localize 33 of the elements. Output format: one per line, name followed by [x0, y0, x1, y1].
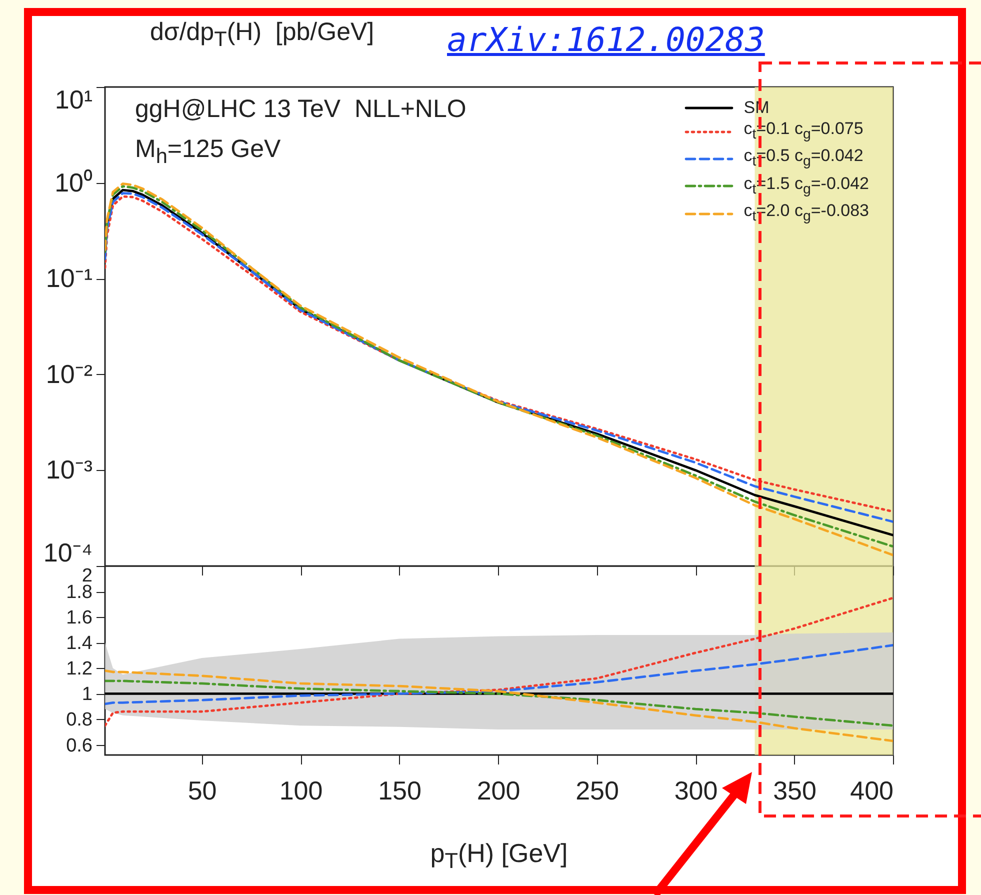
- y-tick-label: 10⁻²: [46, 358, 93, 389]
- x-tick-label: 100: [279, 776, 323, 806]
- x-tick-label: 200: [476, 776, 520, 806]
- line-series: [105, 644, 893, 706]
- annotation: M$_{h}$=125 GeV: [135, 135, 281, 169]
- y-tick-label: 1.6: [66, 608, 92, 629]
- y-tick-label: 1.4: [66, 633, 93, 654]
- y-tick-label: 10⁻⁴: [43, 538, 92, 568]
- x-tick-label: 50: [188, 776, 217, 806]
- y-tick-label: 1.8: [66, 582, 92, 604]
- x-tick-label: 300: [674, 776, 718, 806]
- y-tick-label: 0.8: [66, 710, 92, 731]
- legend-label: c$_{t}$=0.5 c$_{g}$=0.042: [744, 145, 864, 172]
- y-tick-label: 10⁰: [54, 167, 92, 198]
- x-tick-label: 350: [773, 776, 816, 806]
- y-tick-label: 10¹: [54, 84, 93, 114]
- annotation: ggH@LHC 13 TeV NLL+NLO: [135, 95, 466, 124]
- legend-label: c$_{t}$=2.0 c$_{g}$=-0.083: [744, 200, 869, 227]
- legend-label: c$_{t}$=0.1 c$_{g}$=0.075: [744, 118, 864, 144]
- y-axis-title: dσ/dp$_{T}$(H) [pb/GeV]: [150, 18, 374, 52]
- y-tick-label: 1: [82, 684, 92, 706]
- line-series: [105, 680, 893, 727]
- line-series: [105, 596, 893, 727]
- y-tick-label: 1.2: [66, 658, 92, 680]
- y-tick-label: 0.6: [66, 735, 92, 756]
- x-tick-label: 150: [378, 776, 422, 806]
- text: arXiv:1612.00283: [447, 20, 765, 59]
- x-axis-title: p$_{T}$(H) [GeV]: [429, 838, 569, 874]
- x-tick-label: 250: [576, 776, 619, 806]
- y-tick-label: 10⁻³: [46, 454, 93, 485]
- x-tick-label: 400: [850, 776, 894, 806]
- y-tick-label: 10⁻¹: [46, 263, 93, 294]
- line-series: [105, 670, 893, 742]
